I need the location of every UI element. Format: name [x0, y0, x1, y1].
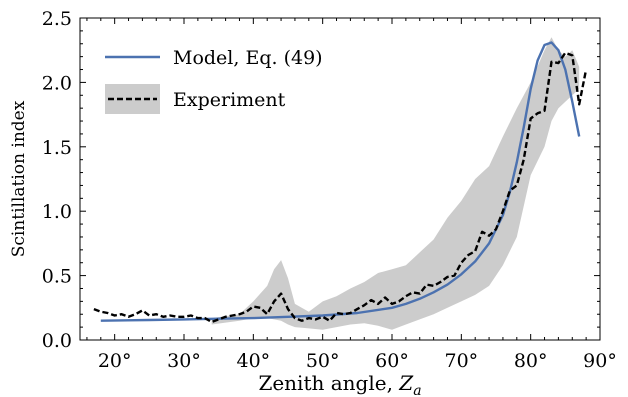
x-tick-label: 80°: [514, 350, 548, 372]
y-tick-label: 0.0: [42, 330, 72, 352]
legend: Model, Eq. (49) Experiment: [105, 47, 323, 114]
experiment-uncertainty-band: [211, 37, 580, 330]
legend-experiment-band-swatch: [105, 84, 160, 114]
model-series-line: [100, 41, 581, 322]
x-tick-label: 70°: [444, 350, 478, 372]
y-axis-title: Scintillation index: [9, 100, 29, 257]
x-tick-label: 50°: [306, 350, 340, 372]
x-tick-label: 90°: [583, 350, 617, 372]
legend-experiment-label: Experiment: [173, 89, 286, 111]
y-tick-label: 2.0: [42, 72, 72, 94]
x-tick-label: 20°: [98, 350, 132, 372]
y-tick-label: 2.5: [42, 8, 72, 30]
plot-frame: [79, 17, 601, 341]
ticks-layer: [80, 17, 601, 341]
x-tick-label: 40°: [236, 350, 270, 372]
experiment-band-layer: [211, 37, 580, 330]
y-tick-label: 1.5: [42, 137, 72, 159]
x-tick-label: 30°: [167, 350, 201, 372]
series-lines-layer: [93, 41, 588, 324]
tick-labels-layer: 20° 30° 40° 50° 60° 70° 80° 90° 0.0 0.5 1.0 1.5 2.0 2…: [42, 8, 617, 372]
experiment-series-line: [93, 51, 588, 324]
x-axis-title: Zenith angle, Za: [258, 371, 421, 397]
y-tick-label: 1.0: [42, 201, 72, 223]
legend-model-label: Model, Eq. (49): [173, 47, 323, 69]
x-tick-label: 60°: [375, 350, 409, 372]
y-tick-label: 0.5: [42, 266, 72, 288]
